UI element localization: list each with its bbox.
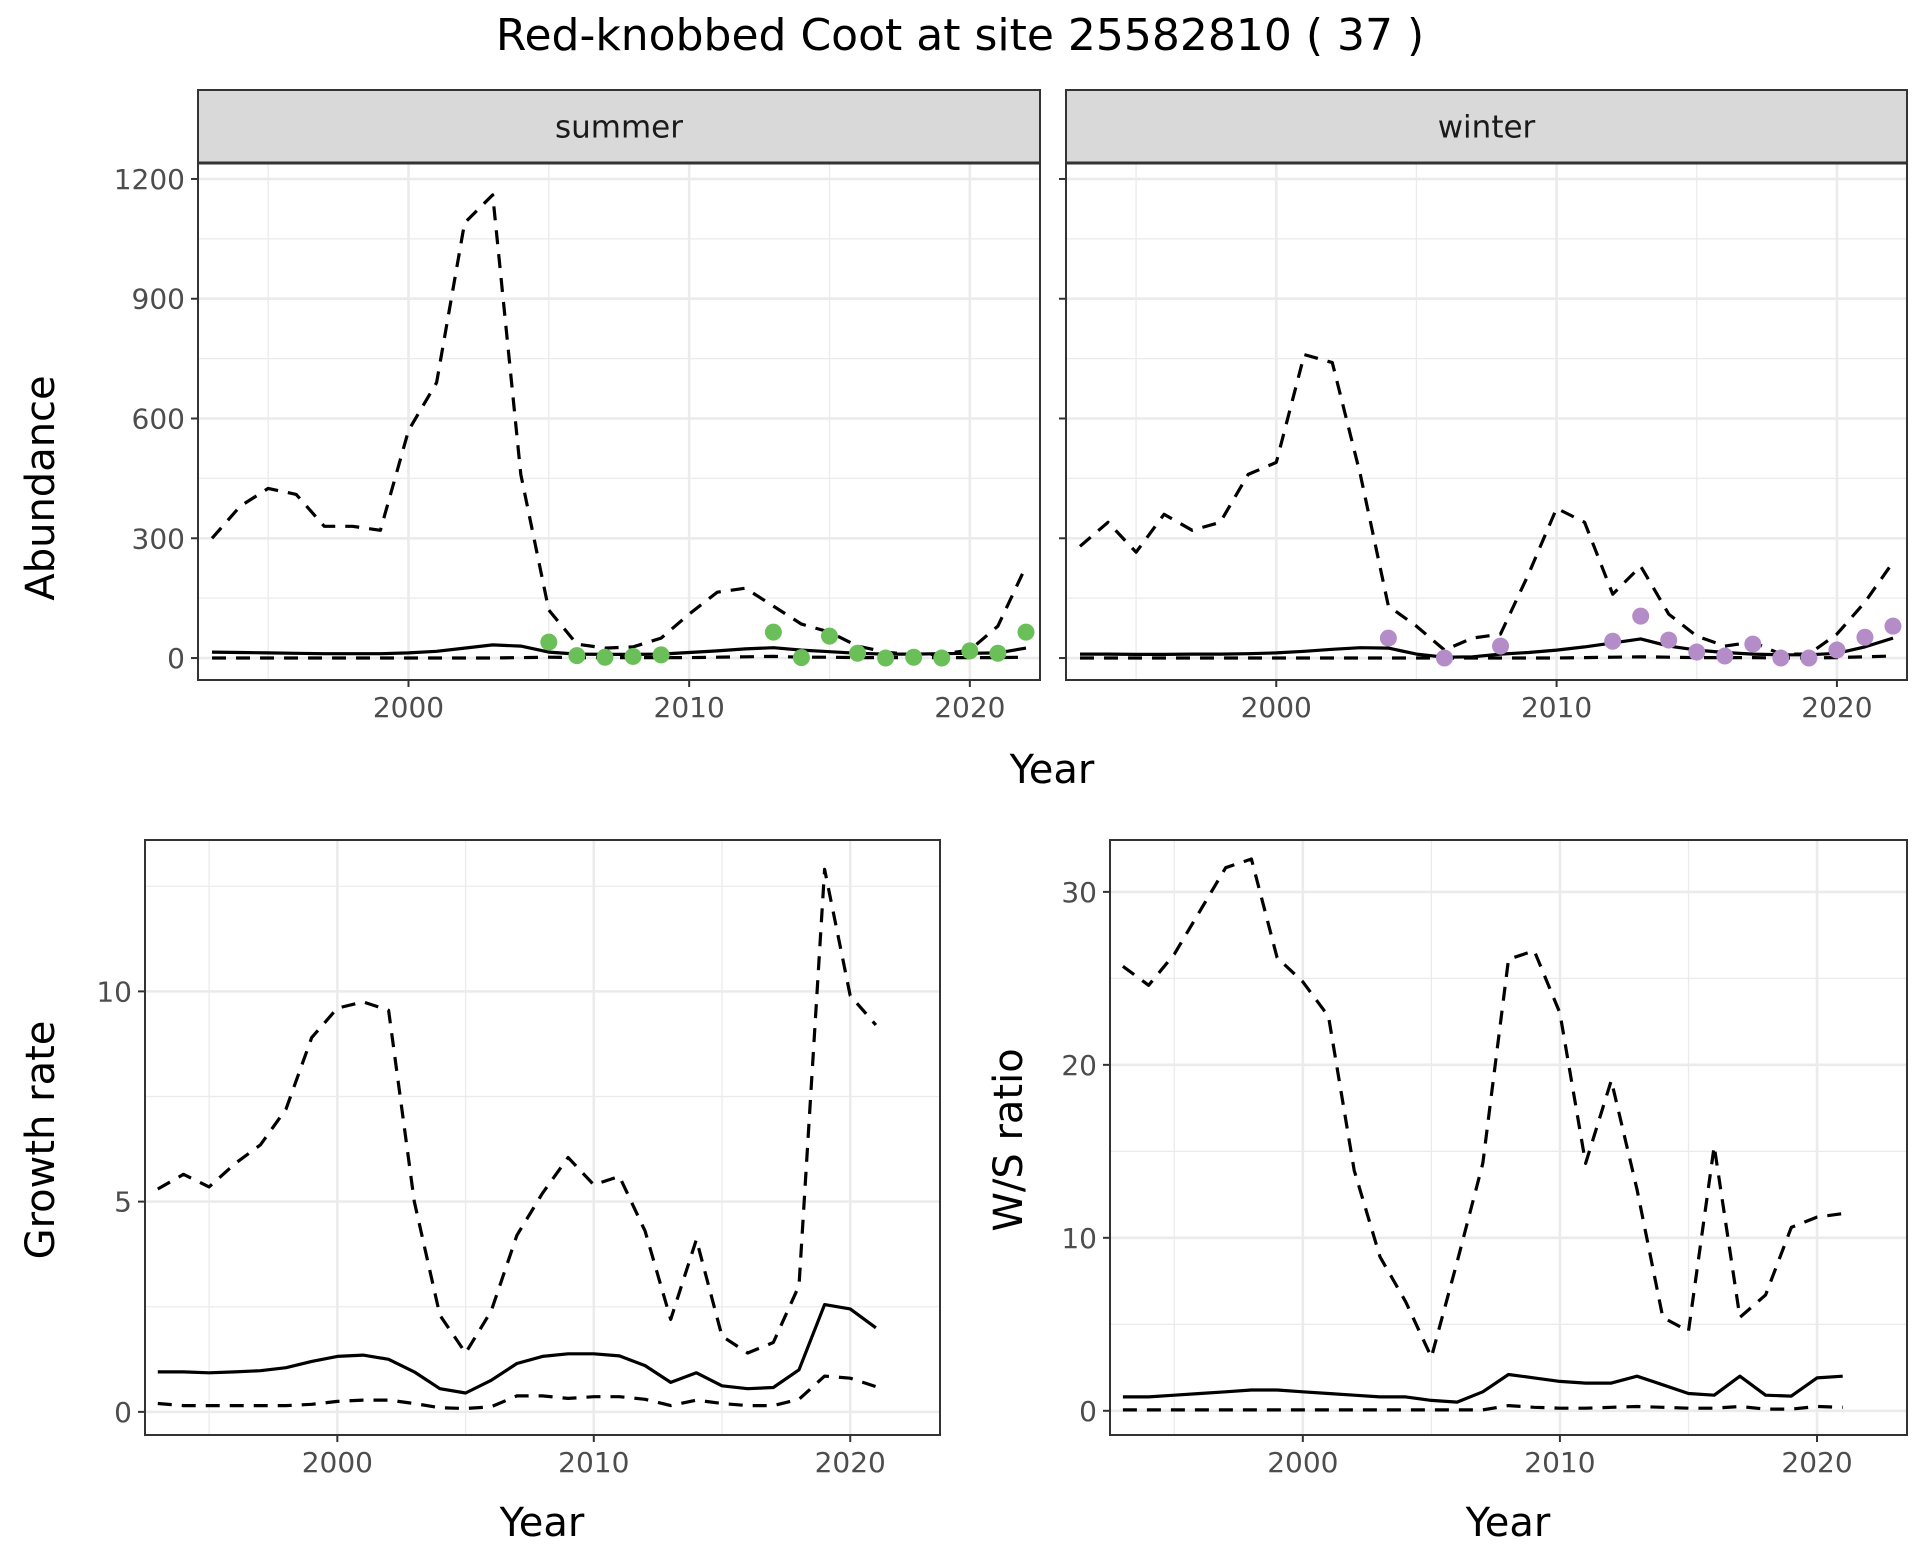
- panel-growth-rate: 2000 2010 2020 0 5 10: [96, 839, 941, 1479]
- x-tick-label: 2010: [1521, 691, 1592, 724]
- x-tick-label: 2000: [302, 1446, 373, 1479]
- grid: [145, 840, 940, 1435]
- data-point: [1632, 607, 1650, 625]
- series-line-upper: [1078, 353, 1895, 656]
- data-point: [1716, 647, 1734, 665]
- series-line-estimate: [157, 1303, 877, 1395]
- x-tick-label: 2000: [1241, 691, 1312, 724]
- facet-label: summer: [555, 110, 683, 146]
- panel-border: [1109, 839, 1908, 1436]
- y-tick-label: 1200: [114, 163, 185, 196]
- data-point: [1744, 635, 1762, 653]
- y-tick-label: 0: [1079, 1395, 1097, 1428]
- series-line-estimate: [211, 643, 1027, 656]
- x-axis-title-growth: Year: [499, 1500, 585, 1546]
- data-point: [989, 644, 1007, 662]
- series-line-upper: [157, 867, 878, 1355]
- panel-winter-abundance: winter 2000 2010 2020: [1059, 89, 1908, 724]
- data-point: [1492, 637, 1510, 655]
- panel-summer-abundance: summer 2000 2010 2020 0 300 600 900 1200: [114, 89, 1041, 724]
- data-point: [652, 646, 670, 664]
- data-point: [849, 644, 867, 662]
- x-tick-label: 2020: [1801, 691, 1872, 724]
- panel-ws-ratio: 2000 2010 2020 0 10 20 30: [1061, 839, 1908, 1479]
- data-point: [596, 648, 614, 666]
- y-tick-label: 0: [114, 1396, 132, 1429]
- series-line-lower: [157, 1374, 877, 1411]
- data-point: [1884, 617, 1902, 635]
- y-axis-title-ratio: W/S ratio: [986, 1048, 1032, 1231]
- x-axis-title-ratio: Year: [1465, 1500, 1551, 1546]
- data-point: [905, 648, 923, 666]
- series-line-upper: [1121, 857, 1843, 1359]
- x-tick-label: 2020: [1781, 1446, 1852, 1479]
- series-line-lower: [1080, 654, 1894, 660]
- facet-strip: [197, 89, 1041, 164]
- series-line-estimate: [1122, 1372, 1843, 1404]
- panel-border: [197, 162, 1041, 681]
- data-point: [1856, 628, 1874, 646]
- chart-title: Red-knobbed Coot at site 25582810 ( 37 ): [496, 10, 1424, 61]
- data-point: [1379, 629, 1397, 647]
- data-point: [1828, 641, 1846, 659]
- x-tick-label: 2000: [1267, 1446, 1338, 1479]
- x-tick-label: 2010: [654, 691, 725, 724]
- series-line-upper: [210, 193, 1028, 657]
- y-tick-label: 10: [1061, 1222, 1097, 1255]
- data-point: [792, 649, 810, 667]
- data-point: [624, 647, 642, 665]
- grid: [1110, 840, 1907, 1435]
- y-tick-label: 900: [132, 283, 185, 316]
- x-tick-label: 2000: [373, 691, 444, 724]
- y-axis-title-abundance: Abundance: [18, 375, 64, 600]
- data-point: [1604, 632, 1622, 650]
- y-tick-label: 0: [167, 642, 185, 675]
- panel-border: [144, 839, 941, 1436]
- grid: [1066, 163, 1907, 680]
- data-point: [933, 649, 951, 667]
- y-tick-label: 30: [1061, 876, 1097, 909]
- facet-strip: [1065, 89, 1908, 164]
- y-tick-label: 20: [1061, 1049, 1097, 1082]
- data-point: [1660, 631, 1678, 649]
- data-point: [764, 623, 782, 641]
- data-point: [877, 649, 895, 667]
- data-point: [1800, 649, 1818, 667]
- data-point: [961, 642, 979, 660]
- data-point: [1688, 643, 1706, 661]
- data-point: [1772, 649, 1790, 667]
- x-tick-label: 2010: [558, 1446, 629, 1479]
- x-tick-label: 2020: [815, 1446, 886, 1479]
- series-line-estimate: [1080, 636, 1894, 659]
- facet-label: winter: [1438, 110, 1536, 146]
- data-point: [821, 627, 838, 645]
- data-point: [1435, 649, 1453, 667]
- x-axis-title-top: Year: [1009, 747, 1095, 793]
- y-tick-label: 5: [114, 1186, 132, 1219]
- grid: [198, 163, 1040, 680]
- y-tick-label: 300: [132, 522, 185, 555]
- x-tick-label: 2020: [934, 691, 1005, 724]
- data-point: [540, 633, 558, 651]
- data-point: [1017, 623, 1035, 641]
- y-tick-label: 10: [96, 975, 132, 1008]
- y-tick-label: 600: [132, 403, 185, 436]
- x-tick-label: 2010: [1524, 1446, 1595, 1479]
- y-axis-title-growth: Growth rate: [18, 1021, 64, 1260]
- data-point: [568, 647, 586, 665]
- series-line-lower: [1122, 1404, 1843, 1412]
- panel-border: [1065, 162, 1908, 681]
